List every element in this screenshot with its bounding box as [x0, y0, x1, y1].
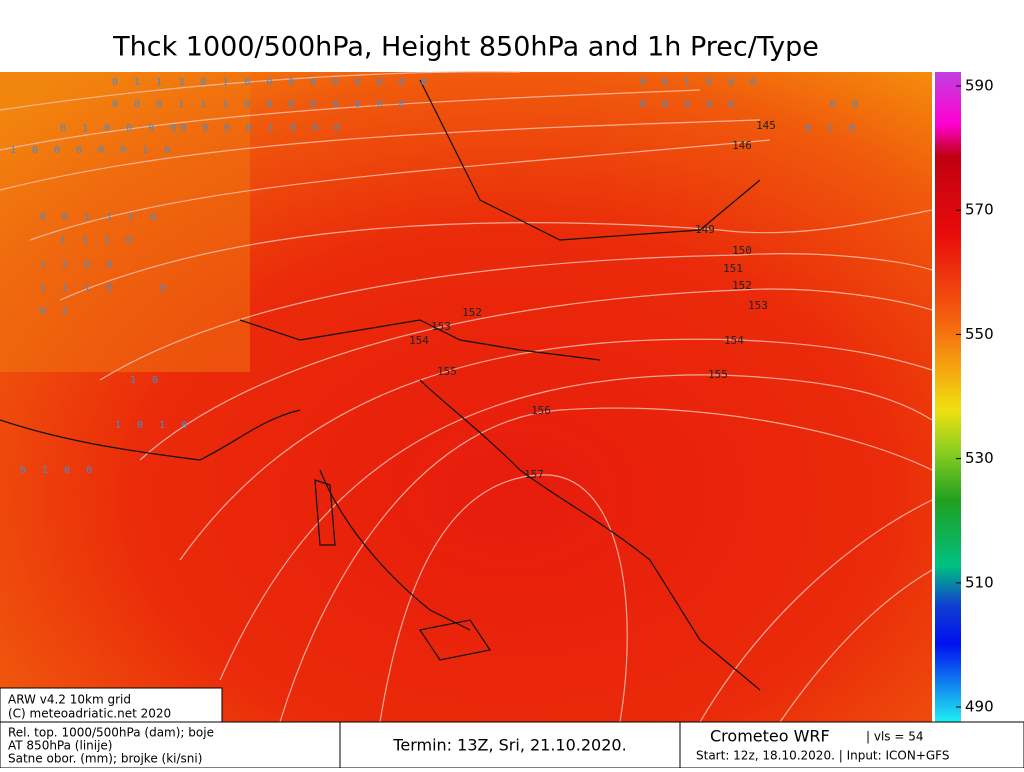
precip-row: 1 2 0 0 — [40, 260, 117, 271]
precip-row: 0 0 0 0 0 — [640, 99, 739, 110]
precip-row: 0 0 1 0 0 0 — [640, 77, 761, 88]
coastlines — [0, 79, 761, 691]
contour-lines — [0, 71, 933, 723]
contour-label: 153 — [431, 320, 451, 333]
colorbar — [935, 72, 961, 722]
contour-label: 155 — [437, 365, 457, 378]
vls: | vls = 54 — [866, 730, 924, 744]
map-shade — [0, 72, 250, 372]
legend-line: Satne obor. (mm); brojke (ki/sni) — [8, 752, 202, 766]
precip-labels: 0 1 1 3 0 1 0 0 0 0 0 0 0 0 0 0 0 0 1 1 1… — [10, 77, 863, 476]
precip-row: 0 1 1 3 0 1 0 0 0 0 0 0 0 0 0 — [112, 77, 432, 88]
credit-box — [0, 687, 223, 723]
contour-label: 149 — [695, 223, 715, 236]
model-info: ARW v4.2 10km grid — [8, 693, 131, 707]
precip-row: 0 1 0 — [805, 123, 860, 134]
precip-row: 0 0 1 1 1 0 — [40, 212, 161, 223]
contour-label: 155 — [708, 368, 728, 381]
colorbar-label: 570 — [965, 201, 994, 219]
precip-row: 0 1 0 0 — [20, 465, 97, 476]
precip-row: 0 0 0 0 1 0 0 0 — [180, 123, 345, 134]
contour-label: 154 — [409, 334, 429, 347]
contour-label: 153 — [748, 299, 768, 312]
footer — [0, 721, 1024, 769]
contour-label: 157 — [524, 468, 544, 481]
copyright: (C) meteoadriatic.net 2020 — [8, 707, 171, 721]
colorbar-label: 590 — [965, 77, 994, 95]
precip-row: 1 1 1 0 — [60, 235, 137, 246]
contour-label: 156 — [531, 404, 551, 417]
colorbar-label: 490 — [965, 698, 994, 716]
precip-row: 0 — [160, 283, 171, 294]
precip-row: 1 0 1 0 — [115, 420, 192, 431]
model-name: Crometeo WRF — [710, 727, 830, 746]
precip-row: 0 0 — [830, 99, 863, 110]
colorbar-label: 510 — [965, 573, 994, 591]
contour-label: 146 — [732, 139, 752, 152]
contour-label: 151 — [723, 262, 743, 275]
precip-row: 0 1 0 0 0 0 — [60, 123, 181, 134]
precip-row: 0 2 — [40, 306, 73, 317]
contour-label: 154 — [724, 334, 744, 347]
legend-line: Rel. top. 1000/500hPa (dam); boje — [8, 726, 214, 740]
contour-label: 152 — [732, 279, 752, 292]
colorbar-label: 530 — [965, 449, 994, 467]
precip-row: 1 0 — [130, 375, 163, 386]
map-title: Thck 1000/500hPa, Height 850hPa and 1h P… — [112, 32, 819, 63]
legend-line: AT 850hPa (linije) — [8, 739, 112, 753]
precip-row: 1 1 1 0 — [40, 283, 117, 294]
precip-row: 0 0 0 1 1 1 0 0 0 0 0 0 0 0 — [112, 99, 410, 110]
valid-time: Termin: 13Z, Sri, 21.10.2020. — [392, 736, 626, 755]
precip-row: 1 0 0 0 0 0 1 0 — [10, 145, 175, 156]
contour-label: 145 — [756, 119, 776, 132]
contour-label: 152 — [462, 306, 482, 319]
colorbar-label: 550 — [965, 325, 994, 343]
start-input: Start: 12z, 18.10.2020. | Input: ICON+GF… — [696, 749, 950, 763]
colorbar-ticks: 590 570 550 530 510 490 — [956, 77, 994, 716]
contour-label: 150 — [732, 244, 752, 257]
